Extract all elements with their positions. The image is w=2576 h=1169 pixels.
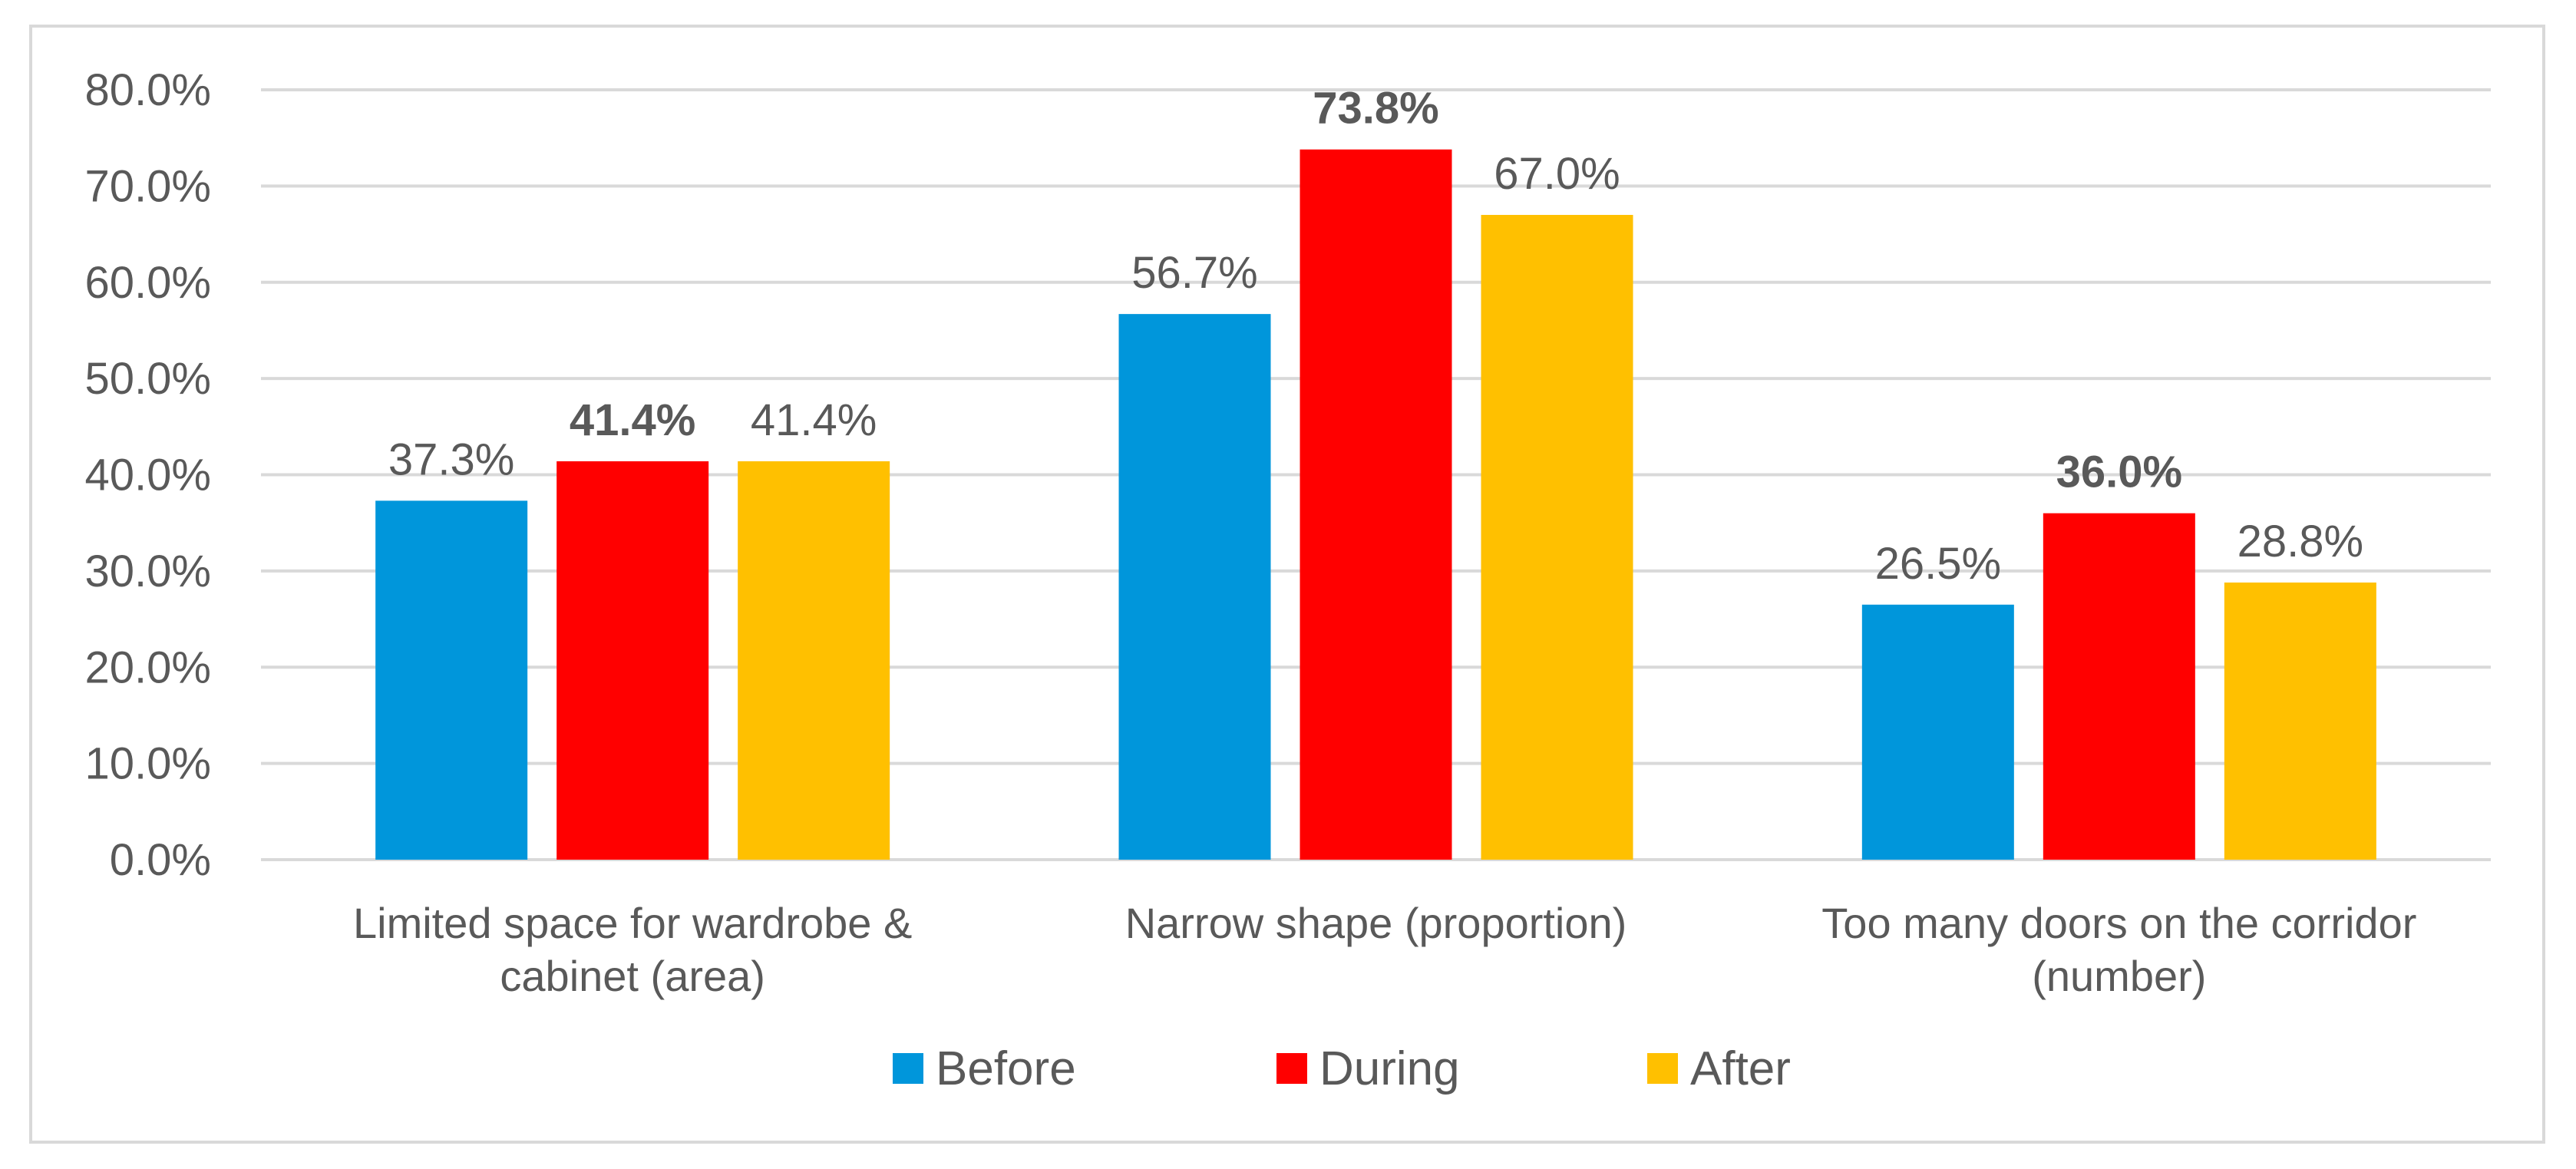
category-label: Narrow shape (proportion) xyxy=(1125,899,1627,947)
data-labels: 37.3% 41.4% 41.4% 56.7% 73.8% 67.0% 26.5% 36.0%… xyxy=(388,84,2363,589)
y-tick-label: 40.0% xyxy=(85,451,211,500)
bar-before xyxy=(1861,604,2014,860)
legend: Before During After xyxy=(893,1042,1791,1095)
data-label: 36.0% xyxy=(2056,447,2182,497)
category-label: Too many doors on the corridor xyxy=(1821,899,2416,947)
bar-after xyxy=(738,461,890,860)
y-tick-label: 0.0% xyxy=(110,835,211,885)
bar-during xyxy=(556,461,709,860)
data-label: 41.4% xyxy=(751,395,877,445)
y-tick-label: 70.0% xyxy=(85,161,211,211)
bar-during xyxy=(2043,513,2195,860)
data-label: 73.8% xyxy=(1313,84,1438,134)
legend-swatch-before xyxy=(893,1053,923,1084)
bar-during xyxy=(1300,149,1452,860)
bar-after xyxy=(2224,582,2376,860)
data-label: 28.8% xyxy=(2237,517,2363,566)
y-tick-label: 80.0% xyxy=(85,65,211,115)
category-labels: Limited space for wardrobe & cabinet (are… xyxy=(353,899,2416,1000)
bar-after xyxy=(1481,214,1633,860)
bar-before xyxy=(1118,314,1271,860)
legend-label-after: After xyxy=(1690,1042,1791,1095)
bars xyxy=(375,149,2376,860)
data-label: 41.4% xyxy=(570,395,695,445)
data-label: 26.5% xyxy=(1875,539,2001,589)
y-tick-label: 50.0% xyxy=(85,354,211,404)
data-label: 67.0% xyxy=(1494,149,1620,199)
legend-label-before: Before xyxy=(936,1042,1076,1095)
y-tick-label: 30.0% xyxy=(85,547,211,596)
y-tick-label: 10.0% xyxy=(85,739,211,789)
y-tick-label: 60.0% xyxy=(85,258,211,308)
category-label: Limited space for wardrobe & xyxy=(353,899,912,947)
y-axis-tick-labels: 0.0% 10.0% 20.0% 30.0% 40.0% 50.0% 60.0% 70.0% 8… xyxy=(85,65,211,885)
legend-swatch-during xyxy=(1276,1053,1307,1084)
category-label: cabinet (area) xyxy=(500,952,765,1000)
data-label: 56.7% xyxy=(1131,248,1257,298)
data-label: 37.3% xyxy=(388,434,514,484)
legend-swatch-after xyxy=(1647,1053,1678,1084)
bar-before xyxy=(375,500,528,860)
y-tick-label: 20.0% xyxy=(85,642,211,692)
legend-label-during: During xyxy=(1319,1042,1460,1095)
category-label: (number) xyxy=(2032,952,2206,1000)
